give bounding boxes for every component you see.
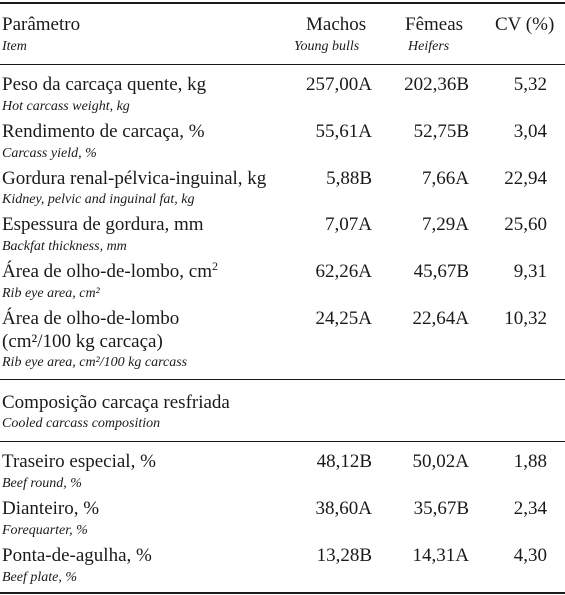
row-label-english: Beef plate, % <box>2 570 78 585</box>
row-label: Traseiro especial, % <box>2 451 156 472</box>
row-label-english: Kidney, pelvic and inguinal fat, kg <box>2 192 195 207</box>
cv-value: 25,60 <box>504 214 547 235</box>
males-value: 5,88B <box>326 168 372 189</box>
header-heifers: Heifers <box>408 39 450 54</box>
cv-value: 9,31 <box>513 261 547 282</box>
row-label-english: Hot carcass weight, kg <box>2 99 130 114</box>
header-rule <box>0 64 565 65</box>
cv-value: 2,34 <box>513 498 547 519</box>
males-value: 7,07A <box>325 214 372 235</box>
superscript-2: 2 <box>211 259 218 273</box>
row-label: Gordura renal-pélvica-inguinal, kg <box>2 168 267 189</box>
males-value: 257,00A <box>306 74 372 95</box>
section-title-english: Cooled carcass composition <box>2 416 161 431</box>
males-value: 48,12B <box>316 451 372 472</box>
section-bottom-rule <box>0 441 565 442</box>
cv-value: 22,94 <box>504 168 547 189</box>
row-label-english: Backfat thickness, mm <box>2 239 127 254</box>
bottom-rule <box>0 592 565 594</box>
males-value: 62,26A <box>315 261 372 282</box>
row-label: Peso da carcaça quente, kg <box>2 74 207 95</box>
males-value: 55,61A <box>315 121 372 142</box>
females-value: 7,29A <box>422 214 469 235</box>
females-value: 35,67B <box>413 498 469 519</box>
cv-value: 4,30 <box>513 545 547 566</box>
row-label: Ponta-de-agulha, % <box>2 545 152 566</box>
row-label-continued: (cm²/100 kg carcaça) <box>2 331 163 352</box>
females-value: 50,02A <box>412 451 469 472</box>
cv-value: 5,32 <box>513 74 547 95</box>
females-value: 7,66A <box>422 168 469 189</box>
females-value: 202,36B <box>404 74 469 95</box>
row-label: Dianteiro, % <box>2 498 100 519</box>
females-value: 52,75B <box>413 121 469 142</box>
row-label: Área de olho-de-lombo, cm2 <box>2 259 218 282</box>
cv-value: 1,88 <box>513 451 547 472</box>
row-label: Rendimento de carcaça, % <box>2 121 205 142</box>
row-label-english: Rib eye area, cm²/100 kg carcass <box>2 355 188 370</box>
females-value: 45,67B <box>413 261 469 282</box>
section-title: Composição carcaça resfriada <box>2 392 230 413</box>
row-label-english: Rib eye area, cm² <box>2 286 100 301</box>
males-value: 38,60A <box>315 498 372 519</box>
top-rule <box>0 2 565 4</box>
row-label-english: Beef round, % <box>2 476 82 491</box>
males-value: 24,25A <box>315 308 372 329</box>
header-cv: CV (%) <box>495 14 555 35</box>
cv-value: 10,32 <box>504 308 547 329</box>
row-label-english: Carcass yield, % <box>2 146 97 161</box>
header-item: Item <box>2 39 27 54</box>
header-females: Fêmeas <box>405 14 464 35</box>
header-males: Machos <box>306 14 367 35</box>
cv-value: 3,04 <box>513 121 547 142</box>
section-rule <box>0 379 565 380</box>
row-label: Espessura de gordura, mm <box>2 214 204 235</box>
header-parameter: Parâmetro <box>2 14 81 35</box>
males-value: 13,28B <box>316 545 372 566</box>
females-value: 22,64A <box>412 308 469 329</box>
row-label-english: Forequarter, % <box>2 523 88 538</box>
females-value: 14,31A <box>412 545 469 566</box>
header-young-bulls: Young bulls <box>294 39 360 54</box>
row-label: Área de olho-de-lombo <box>2 308 180 329</box>
